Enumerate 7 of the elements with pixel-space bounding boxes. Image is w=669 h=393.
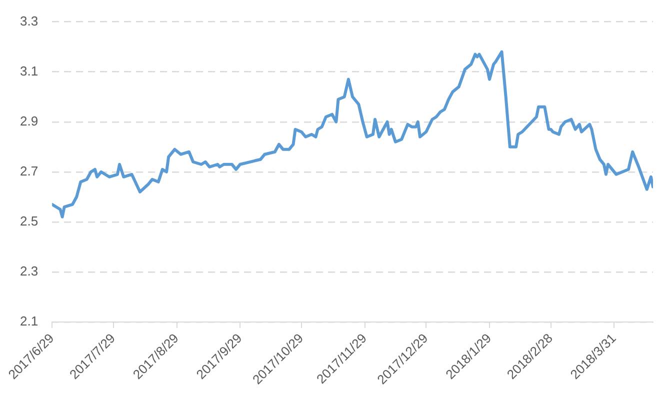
y-tick-label: 2.7	[20, 163, 38, 178]
y-tick-label: 3.3	[20, 13, 38, 28]
y-tick-label: 2.3	[20, 264, 38, 279]
y-tick-label: 2.9	[20, 113, 38, 128]
y-tick-label: 2.5	[20, 213, 38, 228]
y-tick-label: 2.1	[20, 314, 38, 329]
y-tick-label: 3.1	[20, 63, 38, 78]
